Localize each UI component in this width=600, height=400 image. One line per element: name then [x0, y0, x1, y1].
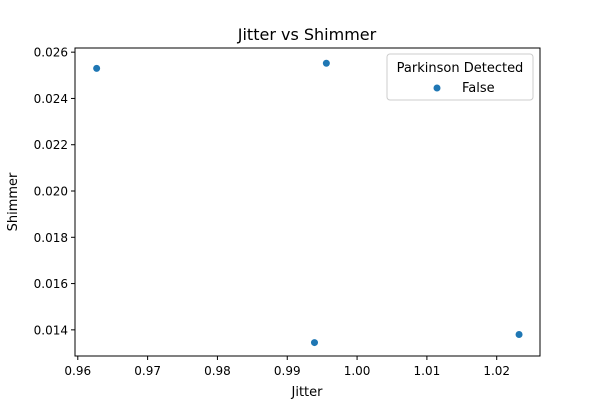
y-tick-label: 0.026: [34, 46, 68, 60]
data-point: [93, 64, 101, 72]
data-point: [515, 330, 523, 338]
x-tick-label: 1.02: [483, 364, 510, 378]
legend: Parkinson Detected False: [386, 53, 534, 101]
chart-title: Jitter vs Shimmer: [237, 25, 377, 44]
legend-marker: [433, 84, 441, 92]
y-tick-label: 0.014: [34, 323, 68, 337]
y-tick-label: 0.024: [34, 92, 68, 106]
legend-label-false: False: [462, 81, 495, 96]
legend-box: [386, 53, 534, 101]
x-tick-label: 0.96: [64, 364, 91, 378]
y-tick-label: 0.022: [34, 138, 68, 152]
data-point: [310, 339, 318, 347]
y-tick-label: 0.016: [34, 277, 68, 291]
x-tick-label: 0.97: [134, 364, 161, 378]
x-tick-label: 0.98: [204, 364, 231, 378]
x-tick-label: 0.99: [274, 364, 301, 378]
plot-frame: [74, 47, 541, 357]
y-axis-label: Shimmer: [6, 172, 21, 231]
y-tick-label: 0.020: [34, 185, 68, 199]
x-axis-label: Jitter: [291, 385, 324, 400]
legend-title: Parkinson Detected: [397, 61, 524, 76]
y-tick-label: 0.018: [34, 231, 68, 245]
data-point: [322, 59, 330, 67]
y-axis: 0.014 0.016 0.018 0.020 0.022 0.024 0.026: [34, 46, 75, 337]
x-axis: 0.96 0.97 0.98 0.99 1.00 1.01 1.02: [64, 356, 510, 378]
x-tick-label: 1.01: [414, 364, 441, 378]
x-tick-label: 1.00: [344, 364, 371, 378]
plot-area: [74, 47, 541, 357]
data-points: [93, 59, 523, 347]
